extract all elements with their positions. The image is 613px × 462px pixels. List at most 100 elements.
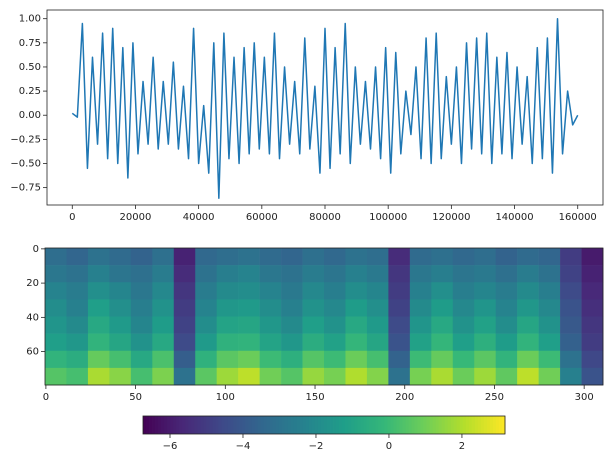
colorbar-swatch	[176, 416, 180, 434]
colorbar-tick-label: 2	[459, 441, 465, 452]
colorbar-swatch	[381, 416, 385, 434]
heatmap-cell	[409, 367, 432, 386]
colorbar-swatch	[462, 416, 467, 434]
heatmap-cell	[431, 316, 454, 334]
axes-frame	[44, 247, 604, 386]
colorbar-swatch	[158, 416, 162, 434]
heatmap-cell	[431, 367, 454, 386]
colorbar-swatch	[474, 416, 479, 434]
heatmap-cell	[173, 367, 196, 386]
heatmap-cell	[538, 333, 561, 352]
heatmap-cell	[259, 282, 282, 300]
heatmap-cell	[152, 367, 175, 386]
colorbar-swatch	[236, 416, 240, 434]
heatmap-cell	[173, 316, 196, 334]
y-tick-label: 0.75	[19, 38, 41, 49]
heatmap-cell	[238, 248, 260, 266]
x-tick-label: 80000	[309, 212, 341, 223]
colorbar-swatch	[342, 416, 346, 434]
colorbar-swatch	[468, 416, 473, 434]
heatmap-cell	[45, 265, 67, 283]
heatmap-cell	[216, 248, 239, 266]
colorbar-swatch	[308, 416, 313, 434]
heatmap-cell	[431, 282, 454, 300]
heatmap-cell	[474, 333, 496, 352]
colorbar-swatch	[378, 416, 382, 434]
heatmap-cell	[388, 248, 411, 266]
heatmap-cell	[216, 367, 239, 386]
heatmap-cell	[345, 265, 368, 283]
heatmap-cell	[538, 265, 561, 283]
colorbar-swatch	[290, 416, 295, 434]
heatmap-cell	[216, 299, 239, 317]
heatmap-cell	[195, 282, 217, 300]
colorbar-swatch	[146, 416, 150, 434]
colorbar-swatch	[203, 416, 207, 434]
x-tick-label: 120000	[432, 212, 470, 223]
heatmap-cell	[474, 265, 496, 283]
heatmap-cell	[130, 265, 153, 283]
heatmap-cell	[259, 299, 282, 317]
heatmap-cell	[238, 282, 260, 300]
colorbar-swatch	[384, 416, 388, 434]
y-tick-label: 0.50	[19, 62, 41, 73]
colorbar-swatch	[489, 416, 494, 434]
x-tick-label: 140000	[495, 212, 533, 223]
heatmap-cell	[324, 350, 346, 369]
colorbar-swatch	[429, 416, 433, 434]
heatmap-cell	[302, 367, 325, 386]
heatmap-cell	[216, 316, 239, 334]
heatmap-cell	[324, 248, 346, 266]
x-tick-label: 100	[216, 392, 235, 403]
heatmap-cell	[431, 265, 454, 283]
heatmap-cell	[560, 316, 582, 334]
heatmap-cell	[216, 282, 239, 300]
colorbar-swatch	[495, 416, 500, 434]
heatmap-cell	[45, 350, 67, 369]
heatmap-cell	[538, 316, 561, 334]
heatmap-cell	[452, 367, 475, 386]
heatmap-cell	[474, 248, 496, 266]
heatmap-cell	[109, 248, 132, 266]
x-tick-label: 50	[129, 392, 142, 403]
colorbar-frame	[142, 415, 506, 435]
heatmap-cell	[66, 299, 89, 317]
colorbar-swatch	[293, 416, 298, 434]
heatmap-cell	[195, 316, 217, 334]
colorbar-swatch	[212, 416, 216, 434]
heatmap-cell	[302, 350, 325, 369]
heatmap-cell	[87, 265, 110, 283]
heatmap-cell	[302, 282, 325, 300]
heatmap-cell	[130, 316, 153, 334]
colorbar-swatch	[320, 416, 325, 434]
heatmap-cell	[302, 316, 325, 334]
colorbar-swatch	[417, 416, 421, 434]
y-tick-label: 60	[26, 347, 39, 358]
heatmap-cell	[45, 316, 67, 334]
heatmap-cell	[388, 316, 411, 334]
colorbar-swatch	[173, 416, 177, 434]
colorbar-swatch	[375, 416, 379, 434]
heatmap-cell	[281, 350, 303, 369]
heatmap-cell	[45, 282, 67, 300]
heatmap-cell	[538, 350, 561, 369]
colorbar-swatch	[480, 416, 485, 434]
heatmap-cell	[66, 350, 89, 369]
colorbar-swatch	[363, 416, 367, 434]
heatmap-cell	[130, 299, 153, 317]
colorbar-swatch	[453, 416, 458, 434]
heatmap-cell	[87, 333, 110, 352]
colorbar-swatch	[426, 416, 430, 434]
heatmap-cell	[324, 282, 346, 300]
colorbar-swatch	[299, 416, 304, 434]
heatmap-cell	[324, 265, 346, 283]
heatmap-cell	[388, 350, 411, 369]
heatmap-cell	[388, 367, 411, 386]
colorbar-swatch	[498, 416, 503, 434]
heatmap-cell	[517, 333, 539, 352]
colorbar-swatch	[399, 416, 403, 434]
heatmap-cell	[581, 282, 604, 300]
colorbar-swatch	[441, 416, 446, 434]
heatmap-cell	[474, 350, 496, 369]
heatmap-cell	[409, 265, 432, 283]
